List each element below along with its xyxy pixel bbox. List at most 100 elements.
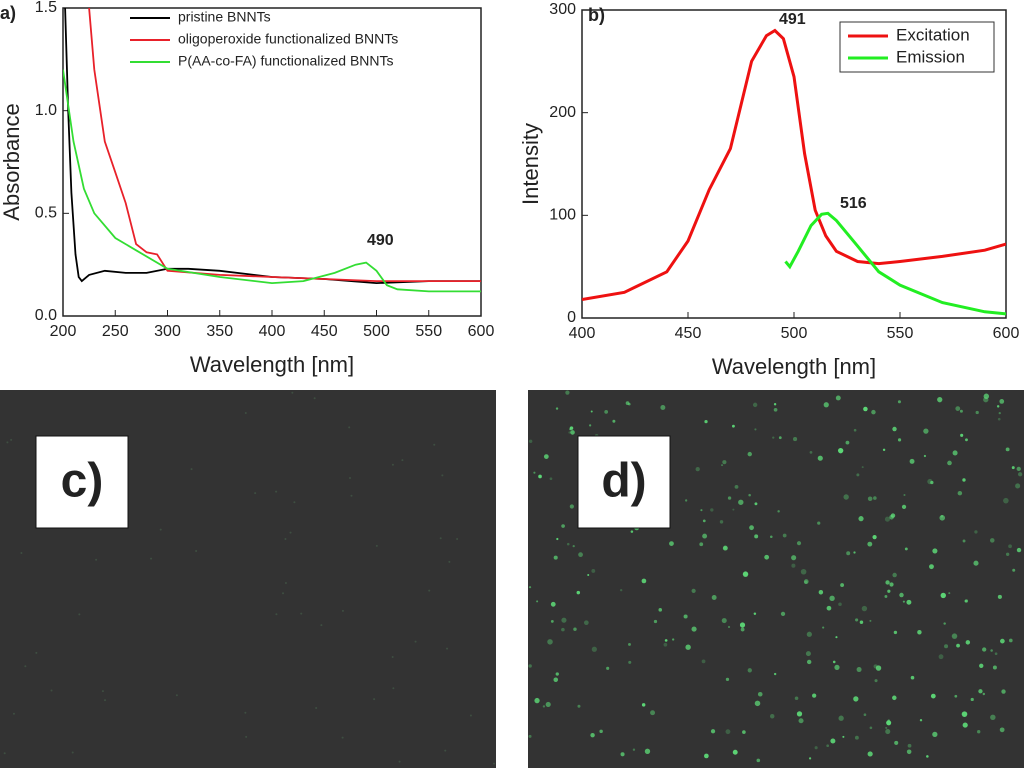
spot	[20, 552, 23, 555]
spot	[817, 521, 821, 525]
spot	[699, 542, 704, 547]
spot	[863, 713, 867, 717]
spot	[989, 538, 995, 543]
spot	[867, 751, 873, 757]
spot	[538, 474, 542, 479]
y-tick-label: 0	[567, 309, 576, 326]
spot	[24, 665, 27, 668]
spot	[549, 477, 553, 481]
spot	[780, 611, 786, 617]
spot	[869, 726, 873, 730]
spot	[893, 630, 898, 635]
spot	[979, 663, 984, 668]
spot	[897, 400, 901, 404]
spot	[929, 564, 934, 570]
line-series	[784, 211, 1006, 316]
x-tick-label: 450	[675, 325, 702, 342]
spot	[392, 687, 395, 690]
spot	[195, 549, 198, 552]
spot	[837, 447, 844, 454]
spot	[853, 551, 856, 554]
label-box	[35, 435, 129, 529]
spot	[612, 419, 616, 423]
spot	[909, 458, 915, 464]
spot	[772, 436, 775, 439]
spot	[754, 700, 761, 707]
spot	[1008, 544, 1012, 549]
spot	[782, 533, 787, 538]
spot	[542, 705, 546, 708]
spot	[845, 440, 850, 445]
spot	[749, 525, 754, 531]
x-axis-title: Wavelength [nm]	[190, 352, 354, 377]
spot	[555, 407, 559, 410]
spot	[961, 711, 968, 717]
spot	[569, 504, 574, 509]
spot	[3, 752, 6, 755]
spot	[619, 589, 623, 592]
spot	[691, 626, 697, 632]
spot	[764, 554, 770, 560]
y-tick-label: 0.0	[35, 307, 57, 324]
spot	[840, 583, 845, 587]
spot	[794, 696, 799, 701]
spot	[50, 689, 53, 692]
spot	[632, 748, 636, 751]
spot	[591, 646, 597, 652]
spot	[566, 542, 570, 546]
spot	[568, 431, 571, 434]
spot	[282, 592, 285, 595]
panel-label: c)	[61, 455, 104, 508]
spot	[591, 569, 596, 573]
spot	[722, 545, 728, 551]
spot	[284, 582, 287, 585]
spot	[284, 537, 287, 540]
spot	[752, 402, 758, 408]
spot	[373, 698, 376, 701]
spot	[835, 636, 838, 639]
spot	[348, 426, 351, 429]
line-series	[88, 8, 481, 282]
spot	[320, 624, 323, 627]
spot	[773, 407, 778, 412]
spot	[469, 714, 472, 717]
spot	[959, 409, 963, 413]
line-series	[582, 28, 1006, 301]
spot	[175, 694, 178, 697]
spot	[998, 411, 1001, 415]
spot	[943, 622, 946, 625]
spot	[838, 715, 844, 721]
spot	[101, 690, 104, 693]
x-tick-label: 200	[50, 323, 77, 340]
spot	[842, 735, 845, 738]
spot	[738, 499, 744, 505]
spot	[997, 594, 1002, 599]
spot	[565, 390, 570, 395]
spot	[590, 410, 593, 413]
spot	[994, 652, 998, 656]
spot	[528, 734, 532, 738]
spot	[398, 760, 401, 763]
spot	[719, 520, 724, 524]
x-tick-label: 300	[154, 323, 181, 340]
spot	[95, 558, 98, 561]
spot	[391, 463, 394, 466]
spot	[937, 397, 943, 403]
spot	[628, 660, 632, 664]
x-tick-label: 600	[468, 323, 495, 340]
spot	[983, 397, 989, 403]
spot	[78, 613, 81, 616]
spot	[884, 516, 890, 522]
y-tick-label: 300	[549, 1, 576, 18]
spot	[536, 600, 539, 603]
spot	[573, 627, 577, 631]
spot	[874, 679, 878, 683]
spot	[534, 697, 540, 704]
spot	[732, 424, 735, 428]
x-tick-label: 600	[993, 325, 1020, 342]
spot	[858, 516, 864, 522]
spot	[754, 534, 759, 539]
spot	[885, 726, 888, 729]
spot	[962, 539, 966, 543]
spot	[910, 675, 915, 680]
